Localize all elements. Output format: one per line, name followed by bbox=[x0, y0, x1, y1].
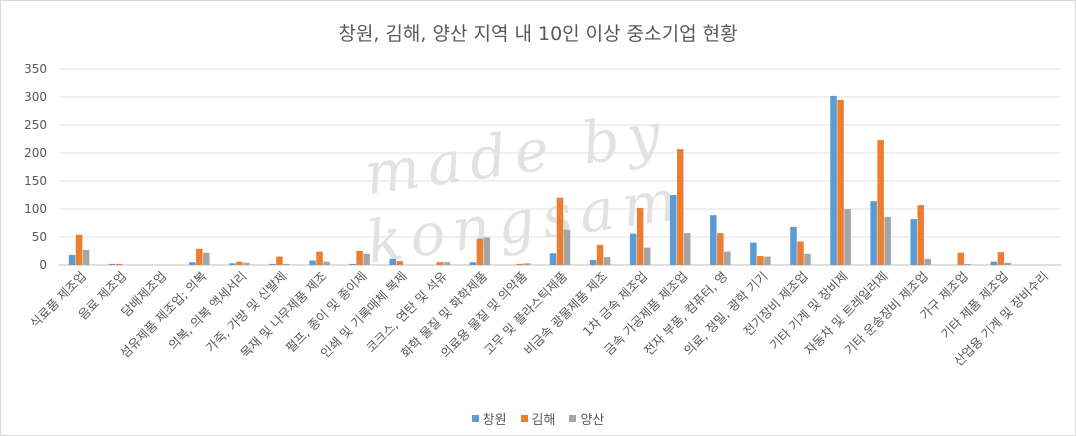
bar-김해 bbox=[476, 238, 484, 265]
legend-swatch bbox=[471, 415, 479, 422]
bar-김해 bbox=[797, 241, 804, 265]
bar-양산 bbox=[603, 257, 611, 265]
legend-swatch bbox=[569, 415, 577, 422]
bar-창원 bbox=[68, 254, 76, 265]
y-tick-label: 50 bbox=[32, 230, 47, 244]
bar-창원 bbox=[830, 95, 837, 265]
bar-김해 bbox=[75, 234, 83, 265]
bar-양산 bbox=[964, 263, 972, 265]
bar-양산 bbox=[243, 262, 250, 265]
bar-양산 bbox=[443, 262, 451, 265]
bar-양산 bbox=[82, 249, 90, 265]
bar-창원 bbox=[629, 233, 637, 265]
bar-창원 bbox=[589, 259, 597, 265]
bar-창원 bbox=[790, 226, 797, 265]
bar-김해 bbox=[276, 256, 283, 265]
bar-양산 bbox=[283, 263, 290, 265]
bar-양산 bbox=[844, 209, 851, 265]
bar-김해 bbox=[757, 256, 764, 265]
y-tick-label: 150 bbox=[24, 174, 47, 188]
bar-양산 bbox=[203, 252, 210, 265]
bar-창원 bbox=[549, 253, 557, 265]
y-tick-label: 0 bbox=[39, 258, 47, 272]
bar-김해 bbox=[997, 252, 1005, 265]
bar-김해 bbox=[115, 263, 123, 265]
legend-label: 창원 bbox=[482, 413, 507, 428]
bar-김해 bbox=[236, 261, 243, 265]
legend-item: 창원 bbox=[471, 409, 507, 428]
y-tick-label: 100 bbox=[24, 202, 47, 216]
bar-창원 bbox=[389, 258, 396, 265]
bar-양산 bbox=[563, 229, 571, 265]
bar-양산 bbox=[643, 247, 651, 265]
bar-창원 bbox=[269, 263, 276, 265]
bar-양산 bbox=[523, 263, 531, 265]
bar-김해 bbox=[436, 262, 444, 265]
bar-창원 bbox=[469, 262, 477, 265]
legend-label: 김해 bbox=[531, 413, 556, 428]
bar-김해 bbox=[356, 251, 363, 265]
legend-item: 양산 bbox=[569, 409, 604, 428]
bar-양산 bbox=[924, 258, 931, 265]
legend-item: 김해 bbox=[520, 409, 556, 428]
y-tick-label: 350 bbox=[24, 62, 47, 76]
bar-창원 bbox=[669, 195, 677, 265]
bar-양산 bbox=[483, 237, 491, 265]
bar-창원 bbox=[108, 263, 116, 265]
bar-창원 bbox=[309, 260, 316, 265]
bar-양산 bbox=[724, 251, 731, 265]
bar-김해 bbox=[636, 207, 644, 265]
bar-창원 bbox=[229, 263, 236, 265]
bar-양산 bbox=[764, 256, 771, 265]
bar-창원 bbox=[189, 262, 196, 265]
chart-legend: 창원 김해 양산 bbox=[1, 409, 1075, 428]
bar-김해 bbox=[877, 140, 884, 265]
legend-label: 양산 bbox=[580, 413, 605, 428]
y-tick-label: 200 bbox=[24, 146, 47, 160]
bar-양산 bbox=[1004, 262, 1012, 265]
bar-양산 bbox=[884, 216, 891, 265]
legend-swatch bbox=[520, 415, 528, 422]
bar-김해 bbox=[676, 149, 684, 265]
bar-김해 bbox=[556, 197, 564, 265]
bar-김해 bbox=[516, 263, 524, 265]
bar-창원 bbox=[349, 263, 356, 265]
bar-김해 bbox=[316, 251, 323, 265]
bar-양산 bbox=[804, 253, 811, 265]
bar-창원 bbox=[710, 215, 717, 265]
bar-김해 bbox=[957, 252, 965, 265]
bar-양산 bbox=[323, 261, 330, 265]
bar-김해 bbox=[196, 248, 203, 265]
bar-양산 bbox=[683, 233, 691, 265]
bar-창원 bbox=[910, 219, 917, 265]
bar-창원 bbox=[870, 201, 877, 265]
bar-김해 bbox=[717, 233, 724, 265]
bar-창원 bbox=[750, 242, 757, 265]
bar-김해 bbox=[837, 99, 844, 265]
y-tick-label: 300 bbox=[24, 90, 47, 104]
chart-title: 창원, 김해, 양산 지역 내 10인 이상 중소기업 현황 bbox=[338, 23, 738, 45]
bar-양산 bbox=[363, 253, 370, 265]
bar-김해 bbox=[917, 205, 924, 265]
bar-창원 bbox=[990, 261, 998, 265]
bar-김해 bbox=[396, 261, 403, 265]
x-tick-label: 식료품 제조업 bbox=[27, 269, 89, 331]
bar-김해 bbox=[596, 244, 604, 265]
y-tick-label: 250 bbox=[24, 118, 47, 132]
